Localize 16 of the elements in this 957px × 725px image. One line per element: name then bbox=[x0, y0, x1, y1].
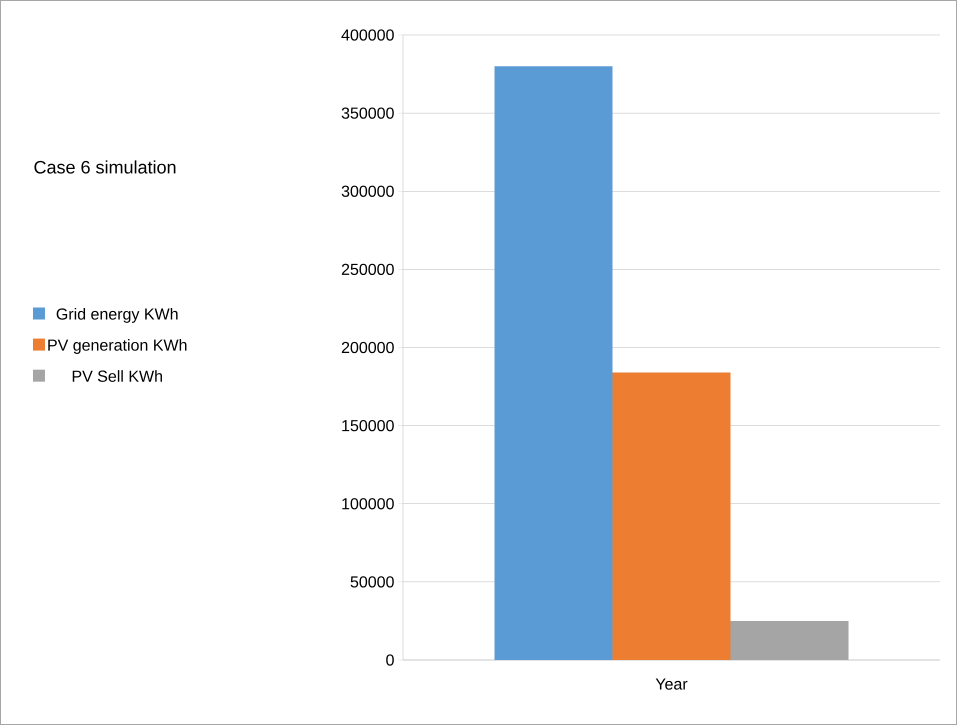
text: Case 6 simulation bbox=[34, 160, 176, 174]
y-tick-label: 350000 bbox=[342, 107, 394, 119]
y-tick-label: 400000 bbox=[341, 29, 394, 41]
legend-label: PV generation KWh bbox=[48, 339, 186, 354]
bar bbox=[494, 66, 613, 660]
y-tick-label: 50000 bbox=[350, 576, 394, 588]
bar bbox=[612, 372, 731, 660]
y-tick-label: 100000 bbox=[342, 498, 394, 510]
y-tick-label: 150000 bbox=[342, 420, 394, 432]
y-tick-label: 300000 bbox=[342, 186, 394, 197]
legend-label: Grid energy KWh bbox=[56, 308, 178, 323]
y-tick-label: 0 bbox=[386, 654, 394, 666]
legend-label: PV Sell KWh bbox=[72, 370, 162, 382]
x-tick-label: Year bbox=[656, 678, 688, 690]
y-tick-label: 200000 bbox=[342, 342, 394, 354]
y-tick-label: 250000 bbox=[342, 264, 394, 276]
